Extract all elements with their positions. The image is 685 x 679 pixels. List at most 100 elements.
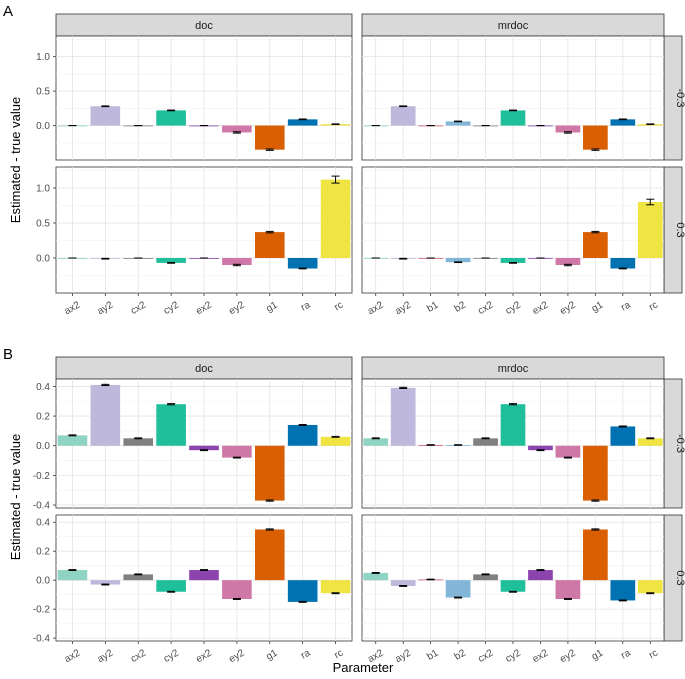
x-tick-label-ex2: ex2 [531, 299, 551, 317]
x-tick-label-cx2: cx2 [129, 647, 148, 665]
bar-b2 [445, 580, 471, 598]
x-tick-label-cx2: cx2 [129, 299, 148, 317]
panel-label-b: B [3, 346, 13, 363]
y-tick-label: -0.2 [33, 605, 51, 616]
bar-cy2 [500, 580, 526, 592]
facet-panel-B-mrdoc--0.3 [361, 378, 665, 509]
bar-ra [610, 119, 636, 126]
facet-strip-label-doc: doc [195, 363, 213, 375]
bar-cy2 [156, 258, 186, 263]
y-tick-label: 0.0 [36, 254, 50, 265]
y-tick-label: 0.4 [36, 382, 50, 393]
y-tick-label: 0.2 [36, 547, 50, 558]
bar-ey2 [555, 445, 581, 458]
bar-g1 [583, 232, 608, 258]
y-tick-label: -0.4 [33, 634, 51, 645]
bar-ax2 [57, 435, 88, 446]
x-axis-title: Parameter [333, 660, 394, 675]
bar-ay2 [390, 580, 416, 586]
bar-rc [320, 179, 351, 258]
y-tick-label: 1.0 [36, 184, 50, 195]
bar-ey2 [222, 580, 252, 599]
bar-g1 [254, 445, 285, 501]
y-tick-label: 1.0 [36, 52, 50, 63]
bar-g1 [583, 125, 608, 150]
x-tick-label-g1: g1 [590, 299, 606, 314]
x-tick-label-ra: ra [299, 647, 313, 661]
bar-g1 [583, 445, 608, 501]
bar-ey2 [555, 125, 581, 133]
facet-strip-row-label: -0.3 [674, 434, 685, 453]
y-tick-label: -0.4 [33, 501, 51, 512]
x-tick-label-ra: ra [619, 299, 633, 313]
bar-cx2 [123, 438, 154, 446]
bar-rc [637, 438, 663, 446]
bar-g1 [254, 232, 285, 258]
x-tick-label-cx2: cx2 [476, 647, 495, 665]
bar-cx2 [123, 574, 154, 581]
facet-panel-A-doc--0.3: 0.0 0.5 1.0 [36, 35, 353, 161]
x-tick-label-cy2: cy2 [162, 647, 181, 665]
facet-panel-B-mrdoc-0.3: ax2 ay2 b1 b2 cx2 cy2 ex2 ey2 g1 ra rc [361, 514, 665, 665]
x-tick-label-cy2: cy2 [504, 647, 523, 665]
panel-label-a: A [3, 3, 13, 20]
bar-g1 [254, 125, 285, 150]
bar-ax2 [363, 438, 389, 446]
x-tick-label-b2: b2 [453, 647, 469, 662]
bar-ey2 [222, 125, 252, 133]
y-tick-label: -0.2 [33, 471, 51, 482]
bar-ra [287, 424, 318, 446]
facet-strip-row-label: 0.3 [674, 570, 685, 585]
bar-ey2 [555, 580, 581, 599]
bar-ex2 [189, 445, 219, 451]
x-tick-label-g1: g1 [590, 647, 606, 662]
facet-panel-A-mrdoc-0.3: ax2 ay2 b1 b2 cx2 cy2 ex2 ey2 g1 ra rc [361, 166, 665, 317]
bar-ay2 [390, 106, 416, 126]
bar-g1 [254, 529, 285, 581]
bar-ex2 [528, 445, 553, 451]
bar-cy2 [500, 110, 526, 126]
bar-ra [610, 580, 636, 601]
bar-b2 [445, 121, 471, 126]
bar-rc [637, 580, 663, 594]
facet-panel-B-doc--0.3: -0.4 -0.2 0.0 0.2 0.4 [33, 378, 353, 512]
bar-cy2 [156, 110, 186, 126]
facet-strip-label-mrdoc: mrdoc [498, 20, 529, 32]
x-tick-label-ey2: ey2 [558, 647, 578, 665]
bar-ay2 [90, 106, 121, 126]
y-axis-title-a: Estimated - true value [8, 97, 23, 223]
x-tick-label-ay2: ay2 [96, 299, 116, 317]
bar-ax2 [57, 570, 88, 581]
y-tick-label: 0.0 [36, 576, 50, 587]
x-tick-label-rc: rc [647, 300, 660, 314]
x-tick-label-ra: ra [299, 299, 313, 313]
facet-panel-A-mrdoc--0.3 [361, 35, 665, 161]
facet-strip-row-label: -0.3 [674, 89, 685, 108]
x-tick-label-ex2: ex2 [194, 647, 214, 665]
bar-ra [287, 119, 318, 126]
bar-ey2 [222, 445, 252, 458]
x-tick-label-ey2: ey2 [558, 299, 578, 317]
bar-ex2 [189, 570, 219, 581]
bar-ra [610, 258, 636, 269]
bar-rc [320, 580, 351, 594]
y-tick-label: 0.5 [36, 219, 50, 230]
facet-panel-A-doc-0.3: ax2 ay2 cx2 cy2 ex2 ey2 g1 ra rc 0.0 0.5 1.0 [36, 166, 353, 317]
facet-strip-label-doc: doc [195, 20, 213, 32]
x-tick-label-ax2: ax2 [366, 299, 386, 317]
bar-rc [637, 202, 663, 258]
x-tick-label-ra: ra [619, 647, 633, 661]
bar-ay2 [90, 384, 121, 446]
bar-ex2 [528, 570, 553, 581]
bar-ra [287, 580, 318, 602]
x-tick-label-ex2: ex2 [194, 299, 214, 317]
y-tick-label: 0.0 [36, 121, 50, 132]
x-tick-label-cy2: cy2 [162, 299, 181, 317]
x-tick-label-cx2: cx2 [476, 299, 495, 317]
bar-g1 [583, 529, 608, 581]
y-tick-label: 0.5 [36, 87, 50, 98]
bar-ax2 [363, 572, 389, 581]
x-tick-label-ax2: ax2 [63, 299, 83, 317]
x-tick-label-ey2: ey2 [227, 299, 247, 317]
